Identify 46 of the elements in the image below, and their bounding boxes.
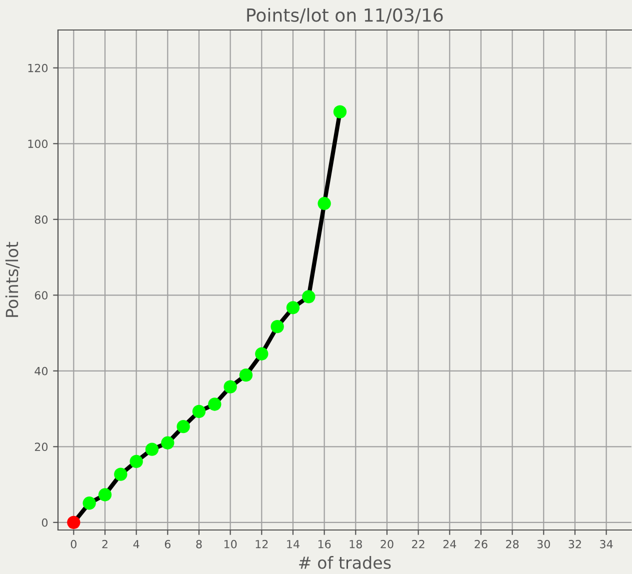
point <box>114 468 128 481</box>
point <box>286 301 300 314</box>
point <box>239 368 253 382</box>
y-tick-label: 0 <box>42 518 48 527</box>
point <box>318 196 331 210</box>
y-tick-label: 80 <box>34 215 48 224</box>
point <box>302 290 316 304</box>
x-tick-label: 16 <box>318 540 331 548</box>
point <box>255 347 268 360</box>
point <box>208 398 222 411</box>
x-tick-label: 32 <box>568 540 581 548</box>
y-tick-label: 20 <box>34 442 48 452</box>
point <box>333 105 347 118</box>
point <box>67 516 80 530</box>
point <box>270 320 284 334</box>
y-tick-label: 100 <box>28 140 48 148</box>
x-tick-label: 26 <box>474 540 488 548</box>
point <box>130 454 143 468</box>
x-tick-label: 18 <box>350 540 362 548</box>
x-tick-label: 12 <box>256 540 268 548</box>
x-tick-label: 4 <box>133 540 140 548</box>
y-tick-label: 120 <box>28 64 48 72</box>
point <box>161 436 174 450</box>
point <box>82 496 96 510</box>
point <box>224 380 237 394</box>
point <box>145 442 159 456</box>
point <box>98 488 112 502</box>
x-tick-label: 20 <box>380 540 394 548</box>
x-tick-label: 10 <box>224 540 237 548</box>
point <box>176 420 190 434</box>
x-tick-label: 14 <box>287 540 300 548</box>
x-tick-label: 8 <box>196 540 202 548</box>
point <box>192 404 206 418</box>
x-tick-label: 6 <box>164 540 170 548</box>
x-tick-label: 28 <box>506 540 519 548</box>
y-tick-label: 60 <box>34 291 48 300</box>
x-tick-label: 2 <box>102 540 108 548</box>
x-tick-label: 34 <box>600 540 613 548</box>
chart-title: Points/lot on 11/03/16 <box>247 8 443 24</box>
x-tick-label: 30 <box>537 540 550 548</box>
x-tick-label: 0 <box>70 540 76 548</box>
y-tick-label: 40 <box>34 366 48 376</box>
x-tick-label: 22 <box>412 540 424 548</box>
y-axis-title: Points/lot <box>5 242 20 317</box>
x-tick-label: 24 <box>443 540 456 548</box>
x-axis-title: # of trades <box>299 556 391 569</box>
